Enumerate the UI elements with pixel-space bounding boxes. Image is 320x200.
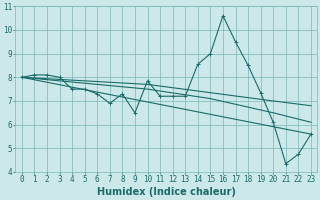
X-axis label: Humidex (Indice chaleur): Humidex (Indice chaleur): [97, 187, 236, 197]
